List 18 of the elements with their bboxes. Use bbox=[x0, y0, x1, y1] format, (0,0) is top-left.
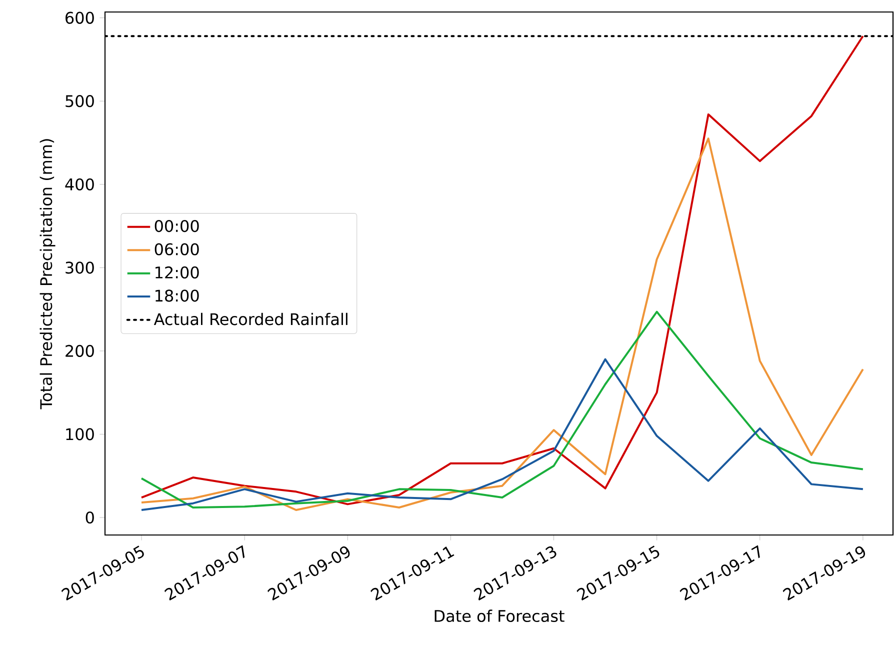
line-series bbox=[140, 310, 864, 509]
line-series bbox=[140, 35, 864, 506]
y-tick-label: 500 bbox=[66, 95, 94, 108]
line-series bbox=[140, 138, 864, 512]
legend-label: Actual Recorded Rainfall bbox=[154, 312, 348, 326]
y-tick-label: 400 bbox=[65, 178, 94, 190]
legend-label: 06:00 bbox=[154, 243, 199, 256]
y-tick-label: 600 bbox=[66, 12, 94, 24]
legend-label: 18:00 bbox=[156, 290, 199, 302]
y-tick-label: 200 bbox=[66, 344, 94, 357]
line-series bbox=[140, 358, 864, 512]
legend-label: 00:00 bbox=[154, 220, 199, 232]
legend-label: 12:00 bbox=[156, 266, 199, 279]
y-tick-label: 100 bbox=[66, 428, 94, 440]
y-tick-label: 0 bbox=[86, 511, 94, 524]
y-axis-title: Total Predicted Precipitation (mm) bbox=[40, 139, 56, 410]
x-axis-title: Date of Forecast bbox=[434, 610, 564, 622]
y-tick-label: 300 bbox=[66, 262, 94, 274]
